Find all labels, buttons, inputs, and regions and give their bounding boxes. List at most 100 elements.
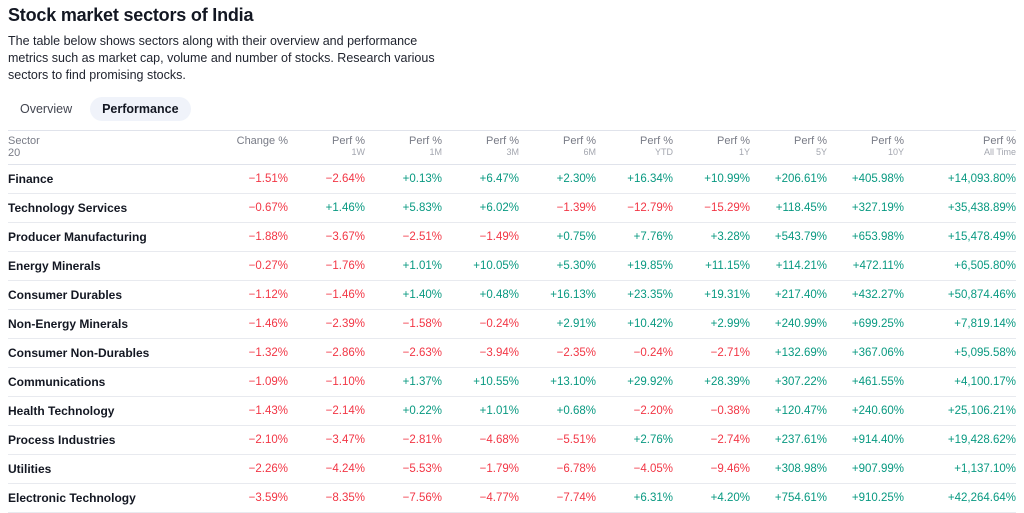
perf-value: −1.51% [248, 173, 288, 185]
perf-value: +14,093.80% [947, 173, 1016, 185]
perf-value: −2.64% [325, 173, 365, 185]
perf-value: +29.92% [627, 376, 673, 388]
sector-link[interactable]: Consumer Durables [8, 288, 123, 302]
column-header-period: 1W [351, 147, 366, 157]
perf-value: −5.51% [556, 434, 596, 446]
perf-value: +13.10% [550, 376, 596, 388]
perf-value: +6.31% [633, 492, 673, 504]
column-header-ytd[interactable]: Perf % YTD [596, 130, 673, 165]
sector-link[interactable]: Energy Minerals [8, 259, 101, 273]
perf-value: +699.25% [851, 318, 904, 330]
perf-value: −1.10% [325, 376, 365, 388]
perf-value: −2.81% [402, 434, 442, 446]
column-header-metric: Perf % [870, 135, 904, 147]
column-header-5y[interactable]: Perf % 5Y [750, 130, 827, 165]
perf-value: −1.49% [479, 231, 519, 243]
perf-value: −3.59% [248, 492, 288, 504]
perf-value: +35,438.89% [947, 202, 1016, 214]
perf-value: −5.53% [402, 463, 442, 475]
column-header-1w[interactable]: Perf % 1W [288, 130, 366, 165]
column-header-period [211, 147, 288, 158]
perf-value: −1.88% [248, 231, 288, 243]
column-header-sector[interactable]: Sector 20 [8, 130, 211, 165]
perf-value: +6.02% [479, 202, 519, 214]
column-header-change-pct[interactable]: Change % [211, 130, 288, 165]
perf-value: +327.19% [851, 202, 904, 214]
column-header-6m[interactable]: Perf % 6M [519, 130, 596, 165]
perf-value: +432.27% [851, 289, 904, 301]
column-header-metric: Perf % [716, 135, 750, 147]
perf-value: +367.06% [851, 347, 904, 359]
column-header-1y[interactable]: Perf % 1Y [673, 130, 750, 165]
sector-link[interactable]: Communications [8, 375, 106, 389]
perf-value: +114.21% [775, 260, 827, 272]
perf-value: +132.69% [774, 347, 827, 359]
column-header-1m[interactable]: Perf % 1M [365, 130, 442, 165]
perf-value: −0.24% [479, 318, 519, 330]
perf-value: −1.32% [248, 347, 288, 359]
table-row: Non-Energy Minerals −1.46% −2.39% −1.58% −0.… [8, 310, 1016, 339]
sector-link[interactable]: Consumer Non-Durables [8, 346, 150, 360]
perf-value: −4.68% [479, 434, 519, 446]
perf-value: −1.76% [325, 260, 365, 272]
perf-value: +1.01% [479, 405, 519, 417]
perf-value: −1.46% [248, 318, 288, 330]
perf-value: −2.39% [325, 318, 365, 330]
perf-value: +0.48% [479, 289, 519, 301]
perf-value: +15,478.49% [947, 231, 1016, 243]
table-row: Process Industries −2.10% −3.47% −2.81% −4.6… [8, 426, 1016, 455]
tab-overview[interactable]: Overview [8, 97, 84, 121]
column-header-all-time[interactable]: Perf % All Time [904, 130, 1016, 165]
column-header-period: 5Y [815, 147, 827, 157]
sector-link[interactable]: Technology Services [8, 201, 128, 215]
perf-value: −2.10% [248, 434, 288, 446]
column-header-10y[interactable]: Perf % 10Y [827, 130, 904, 165]
page-title: Stock market sectors of India [8, 5, 254, 25]
table-row: Consumer Durables −1.12% −1.46% +1.40% +0.48… [8, 281, 1016, 310]
column-header-3m[interactable]: Perf % 3M [442, 130, 519, 165]
tab-performance[interactable]: Performance [90, 97, 191, 121]
perf-value: +1.01% [402, 260, 442, 272]
perf-value: −7.74% [556, 492, 596, 504]
table-row: Producer Manufacturing −1.88% −3.67% −2.51%… [8, 223, 1016, 252]
perf-value: +19,428.62% [947, 434, 1016, 446]
perf-value: −4.05% [633, 463, 673, 475]
sector-link[interactable]: Process Industries [8, 433, 116, 447]
perf-value: +5,095.58% [954, 347, 1016, 359]
perf-value: −4.77% [479, 492, 519, 504]
table-row: Electronic Technology −3.59% −8.35% −7.56% −… [8, 484, 1016, 513]
perf-value: −2.86% [325, 347, 365, 359]
perf-value: −2.14% [325, 405, 365, 417]
sector-link[interactable]: Producer Manufacturing [8, 230, 147, 244]
table-row: Communications −1.09% −1.10% +1.37% +10.55% +… [8, 368, 1016, 397]
sector-link[interactable]: Electronic Technology [8, 491, 136, 505]
perf-value: −0.24% [633, 347, 673, 359]
perf-value: +5.83% [402, 202, 442, 214]
perf-value: +0.22% [402, 405, 442, 417]
perf-value: +19.31% [704, 289, 750, 301]
perf-value: +543.79% [774, 231, 827, 243]
table-row: Utilities −2.26% −4.24% −5.53% −1.79% −6.78% −… [8, 455, 1016, 484]
perf-value: −9.46% [710, 463, 750, 475]
sector-link[interactable]: Non-Energy Minerals [8, 317, 129, 331]
perf-value: +10.55% [473, 376, 519, 388]
column-header-metric: Perf % [793, 135, 827, 147]
sector-link[interactable]: Health Technology [8, 404, 115, 418]
perf-value: +472.11% [852, 260, 904, 272]
perf-value: +914.40% [851, 434, 904, 446]
perf-value: −1.79% [479, 463, 519, 475]
perf-value: −2.35% [556, 347, 596, 359]
column-header-metric: Perf % [982, 135, 1016, 147]
perf-value: +7,819.14% [954, 318, 1016, 330]
perf-value: −1.46% [325, 289, 365, 301]
perf-value: +240.99% [774, 318, 827, 330]
sector-link[interactable]: Utilities [8, 462, 52, 476]
sector-link[interactable]: Finance [8, 172, 54, 186]
perf-value: +308.98% [774, 463, 827, 475]
perf-value: +7.76% [633, 231, 673, 243]
perf-value: −2.71% [710, 347, 750, 359]
perf-value: −3.67% [325, 231, 365, 243]
perf-value: −1.12% [248, 289, 288, 301]
perf-value: −1.39% [556, 202, 596, 214]
